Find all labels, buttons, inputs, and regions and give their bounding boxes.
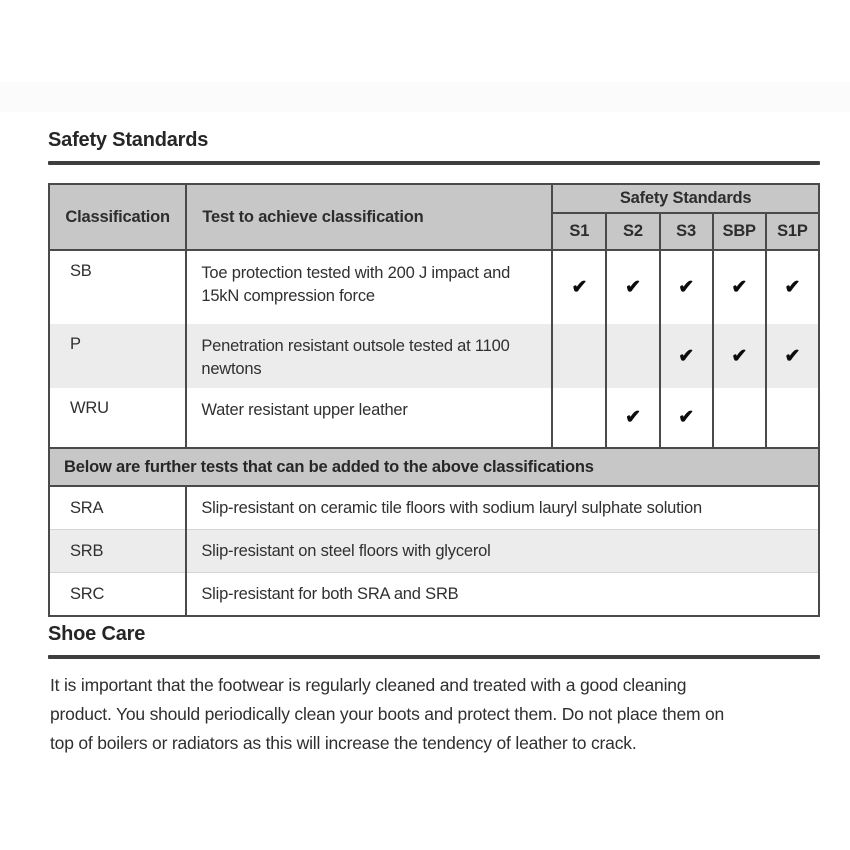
safety-standards-title: Safety Standards — [48, 129, 209, 151]
header-classification: Classification — [49, 184, 188, 251]
table-row-src: SRC Slip-resistant for both SRA and SRB — [49, 572, 819, 616]
row-sb-test: Toe protection tested with 200 J impact … — [186, 250, 554, 324]
check-cell-p-s1 — [551, 324, 607, 388]
top-band — [0, 82, 850, 112]
check-cell-wru-s1p — [764, 388, 819, 448]
row-sra-code: SRA — [49, 485, 188, 530]
table-band-row: Below are further tests that can be adde… — [49, 447, 819, 487]
table-row-sra: SRA Slip-resistant on ceramic tile floor… — [49, 485, 819, 530]
row-src-code: SRC — [49, 572, 188, 616]
check-cell-p-s1p: ✔ — [764, 324, 819, 388]
table-row-srb: SRB Slip-resistant on steel floors with … — [49, 529, 819, 573]
row-srb-code: SRB — [49, 529, 188, 573]
check-cell-wru-s1 — [551, 388, 607, 448]
check-cell-sb-s3: ✔ — [658, 250, 713, 324]
header-standard-s3: S3 — [658, 213, 713, 251]
header-standard-s2: S2 — [605, 213, 660, 251]
table-row-p: P Penetration resistant outsole tested a… — [49, 324, 819, 388]
row-p-code: P — [49, 324, 188, 388]
check-cell-p-s3: ✔ — [658, 324, 713, 388]
header-standard-s1p: S1P — [764, 213, 819, 251]
shoe-care-paragraph: It is important that the footwear is reg… — [50, 675, 725, 753]
table-row-sb: SB Toe protection tested with 200 J impa… — [49, 250, 819, 324]
header-safety-standards-group: Safety Standards — [552, 184, 819, 214]
table-header-row-1: Classification Test to achieve classific… — [49, 184, 819, 251]
row-wru-test: Water resistant upper leather — [186, 388, 554, 448]
row-srb-test: Slip-resistant on steel floors with glyc… — [186, 529, 819, 573]
shoe-care-rule — [48, 655, 820, 659]
row-wru-code: WRU — [49, 388, 188, 448]
check-cell-sb-s2: ✔ — [605, 250, 660, 324]
check-cell-sb-s1: ✔ — [551, 250, 607, 324]
safety-standards-rule — [48, 161, 820, 165]
check-cell-p-sbp: ✔ — [711, 324, 766, 388]
safety-standards-table: Classification Test to achieve classific… — [48, 183, 820, 617]
row-sra-test: Slip-resistant on ceramic tile floors wi… — [186, 485, 819, 530]
shoe-care-title: Shoe Care — [48, 623, 146, 645]
header-standard-s1: S1 — [551, 213, 607, 251]
further-tests-band: Below are further tests that can be adde… — [49, 447, 819, 487]
check-cell-wru-s3: ✔ — [658, 388, 713, 448]
table-header-row-2: S1 S2 S3 SBP S1P — [49, 213, 819, 251]
header-test: Test to achieve classification — [186, 184, 554, 251]
check-cell-wru-s2: ✔ — [605, 388, 660, 448]
row-src-test: Slip-resistant for both SRA and SRB — [186, 572, 819, 616]
header-standard-sbp: SBP — [711, 213, 766, 251]
check-cell-p-s2 — [605, 324, 660, 388]
check-cell-sb-s1p: ✔ — [764, 250, 819, 324]
row-sb-code: SB — [49, 250, 188, 324]
table-row-wru: WRU Water resistant upper leather ✔ ✔ — [49, 388, 819, 448]
check-cell-sb-sbp: ✔ — [711, 250, 766, 324]
row-p-test: Penetration resistant outsole tested at … — [186, 324, 554, 388]
check-cell-wru-sbp — [711, 388, 766, 448]
